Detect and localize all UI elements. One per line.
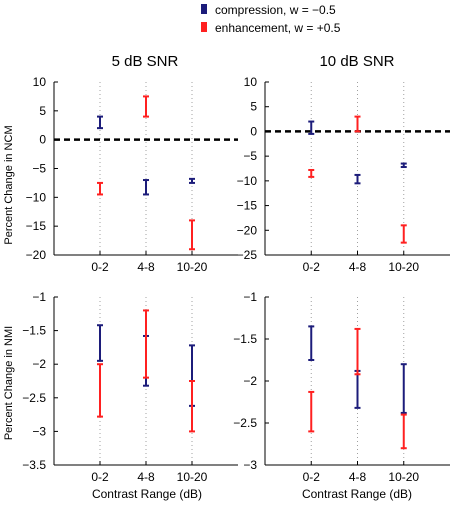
x-tick-label: 4-8	[349, 470, 367, 484]
y-tick-label: −2.5	[22, 391, 46, 405]
y-tick-label: −2	[243, 374, 257, 388]
panel-title-5db: 5 dB SNR	[112, 53, 179, 70]
y-tick-label: −10	[26, 190, 47, 204]
errorbar-enhancement	[308, 168, 315, 178]
x-tick-label: 10-20	[177, 470, 208, 484]
y-tick-label: −20	[26, 248, 47, 262]
errorbar-enhancement	[97, 363, 103, 418]
y-tick-label: −1.5	[233, 332, 257, 346]
errorbar-compression	[143, 179, 149, 196]
legend-swatch-compression	[201, 4, 207, 14]
y-tick-label: −1.5	[22, 324, 46, 338]
legend-swatch-enhancement	[201, 22, 207, 32]
y-tick-label: −10	[237, 174, 258, 188]
y-tick-label: 0	[39, 133, 46, 147]
x-tick-label: 4-8	[137, 260, 155, 274]
y-tick-label: −5	[32, 162, 46, 176]
xlabel-right: Contrast Range (dB)	[302, 487, 412, 501]
errorbar-enhancement	[189, 380, 195, 433]
y-tick-label: −2.5	[233, 416, 257, 430]
panel-nmi-5db: −3.5 −3 −2.5 −2 −1.5 −1 0-2 4-8 10-20	[22, 290, 238, 484]
x-tick-label: 0-2	[91, 260, 109, 274]
errorbar-enhancement	[97, 181, 103, 196]
y-tick-label: 10	[244, 75, 258, 89]
xlabel-left: Contrast Range (dB)	[92, 487, 202, 501]
ylabel-nmi: Percent Change in NMI	[3, 326, 15, 440]
x-tick-label: 4-8	[349, 260, 367, 274]
errorbar-enhancement	[400, 413, 407, 450]
x-tick-label: 0-2	[91, 470, 109, 484]
y-tick-label: −1	[243, 290, 257, 304]
y-tick-label: 10	[33, 75, 47, 89]
y-tick-label: −20	[237, 223, 258, 237]
legend-label-compression: compression, w = −0.5	[215, 3, 336, 17]
errorbar-compression	[97, 115, 103, 130]
y-tick-label: −3.5	[22, 458, 46, 472]
errorbar-enhancement	[143, 309, 149, 379]
errorbar-enhancement	[400, 224, 407, 244]
panel-nmi-10db: −3 −2.5 −2 −1.5 −1 0-2 4-8 10-20	[233, 290, 450, 484]
legend-label-enhancement: enhancement, w = +0.5	[215, 21, 341, 35]
panel-ncm-5db: −20 −15 −10 −5 0 5 10 0-2 4-8 10-20	[26, 75, 238, 274]
y-tick-label: −3	[32, 424, 46, 438]
y-tick-label: 5	[39, 104, 46, 118]
errorbar-compression	[97, 324, 103, 362]
errorbar-enhancement	[354, 327, 361, 376]
errorbar-compression	[354, 173, 361, 185]
panel-title-10db: 10 dB SNR	[319, 53, 394, 70]
y-tick-label: −15	[26, 219, 47, 233]
errorbar-compression	[400, 363, 407, 414]
legend: compression, w = −0.5 enhancement, w = +…	[201, 3, 341, 35]
errorbar-compression	[189, 177, 195, 184]
errorbar-enhancement	[143, 95, 149, 118]
errorbar-compression	[308, 120, 315, 135]
errorbar-enhancement	[354, 115, 361, 133]
x-tick-label: 10-20	[388, 260, 419, 274]
y-tick-label: 0	[250, 124, 257, 138]
x-tick-label: 0-2	[303, 470, 321, 484]
x-tick-label: 10-20	[177, 260, 208, 274]
y-tick-label: −25	[237, 248, 258, 262]
x-tick-label: 10-20	[388, 470, 419, 484]
y-tick-label: −2	[32, 357, 46, 371]
errorbar-compression	[354, 369, 361, 409]
y-tick-label: 5	[250, 100, 257, 114]
x-tick-label: 4-8	[137, 470, 155, 484]
errorbar-enhancement	[189, 219, 195, 251]
errorbar-compression	[308, 325, 315, 361]
y-tick-label: −5	[243, 149, 257, 163]
errorbar-enhancement	[308, 390, 315, 433]
y-tick-label: −15	[237, 199, 258, 213]
errorbar-compression	[400, 162, 407, 169]
y-tick-label: −3	[243, 458, 257, 472]
panel-ncm-10db: −25 −20 −15 −10 −5 0 5 10 0-2 4-8 10-20	[237, 75, 450, 274]
y-tick-label: −1	[32, 290, 46, 304]
x-tick-label: 0-2	[303, 260, 321, 274]
ylabel-ncm: Percent Change in NCM	[3, 125, 15, 244]
